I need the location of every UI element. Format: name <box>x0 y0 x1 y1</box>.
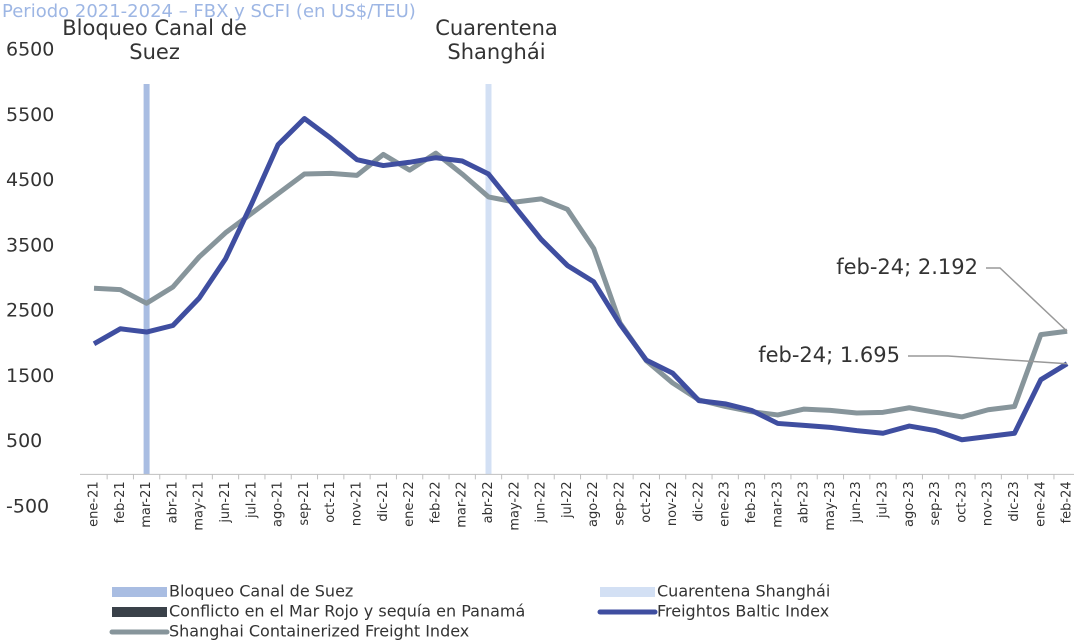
x-tick-label: ene-24 <box>1033 481 1048 526</box>
legend-swatch <box>600 587 655 597</box>
x-tick-label: abr-23 <box>797 481 812 523</box>
series-line <box>92 116 1069 443</box>
x-tick-label: ene-21 <box>87 481 102 526</box>
x-tick-label: may-23 <box>823 481 838 530</box>
x-tick-label: jun-21 <box>218 481 233 523</box>
x-tick-label: ago-23 <box>902 481 917 527</box>
legend-swatch <box>112 607 167 617</box>
y-tick-label: -500 <box>6 496 49 518</box>
x-tick-label: dic-22 <box>691 481 706 521</box>
annotation: feb-24; 1.695 <box>758 343 900 367</box>
x-tick-label: jul-23 <box>876 481 891 519</box>
x-tick-label: nov-22 <box>665 481 680 526</box>
x-tick-label: feb-24 <box>1060 481 1074 523</box>
legend-label: Conflicto en el Mar Rojo y sequía en Pan… <box>169 602 525 621</box>
legend-label: Cuarentena Shanghái <box>657 582 830 601</box>
leader-line <box>986 267 1068 332</box>
x-tick-label: mar-22 <box>455 481 470 527</box>
x-tick-label: may-21 <box>192 481 207 530</box>
x-tick-label: ago-22 <box>586 481 601 527</box>
event-band <box>485 84 492 475</box>
y-tick-label: 3500 <box>6 234 54 256</box>
x-tick-label: mar-21 <box>139 481 154 527</box>
x-tick-label: oct-21 <box>323 481 338 522</box>
x-tick-label: nov-21 <box>350 481 365 526</box>
annotation: feb-24; 2.192 <box>836 255 978 279</box>
legend-swatch <box>112 587 167 597</box>
x-tick-label: jul-22 <box>560 481 575 519</box>
y-tick-label: 2500 <box>6 300 54 322</box>
y-tick-label: 4500 <box>6 169 54 191</box>
x-tick-label: feb-22 <box>428 481 443 523</box>
x-tick-label: abr-22 <box>481 481 496 523</box>
leader-line <box>908 355 1068 365</box>
series-line <box>93 150 1068 420</box>
event-band <box>143 84 150 475</box>
x-tick-label: oct-23 <box>954 481 969 522</box>
y-tick-label: 1500 <box>6 365 54 387</box>
x-tick-label: jun-23 <box>849 481 864 523</box>
y-tick-label: 6500 <box>6 39 54 61</box>
legend-label: Bloqueo Canal de Suez <box>169 582 353 601</box>
x-tick-label: nov-23 <box>981 481 996 526</box>
x-tick-label: ene-22 <box>402 481 417 526</box>
band-label: Bloqueo Canal de Suez <box>62 16 247 64</box>
x-tick-label: sep-23 <box>928 481 943 525</box>
x-tick-label: feb-23 <box>744 481 759 523</box>
x-tick-label: ago-21 <box>271 481 286 527</box>
chart-title: Periodo 2021-2024 – FBX y SCFI (en US$/T… <box>2 1 416 22</box>
x-tick-label: dic-21 <box>376 481 391 521</box>
band-label: Cuarentena Shanghái <box>435 16 558 64</box>
legend-label: Shanghai Containerized Freight Index <box>169 622 469 641</box>
x-tick-label: jul-21 <box>244 481 259 519</box>
x-tick-label: feb-21 <box>113 481 128 523</box>
x-tick-label: sep-21 <box>297 481 312 525</box>
x-tick-label: ene-23 <box>718 481 733 526</box>
x-tick-label: sep-22 <box>613 481 628 525</box>
y-tick-label: 5500 <box>6 104 54 126</box>
x-tick-label: may-22 <box>507 481 522 530</box>
x-tick-label: oct-22 <box>639 481 654 522</box>
x-tick-label: jun-22 <box>534 481 549 523</box>
y-tick-label: 500 <box>6 430 42 452</box>
x-tick-label: dic-23 <box>1007 481 1022 521</box>
x-tick-label: mar-23 <box>770 481 785 527</box>
legend-label: Freightos Baltic Index <box>657 602 829 621</box>
x-tick-label: abr-21 <box>165 481 180 523</box>
